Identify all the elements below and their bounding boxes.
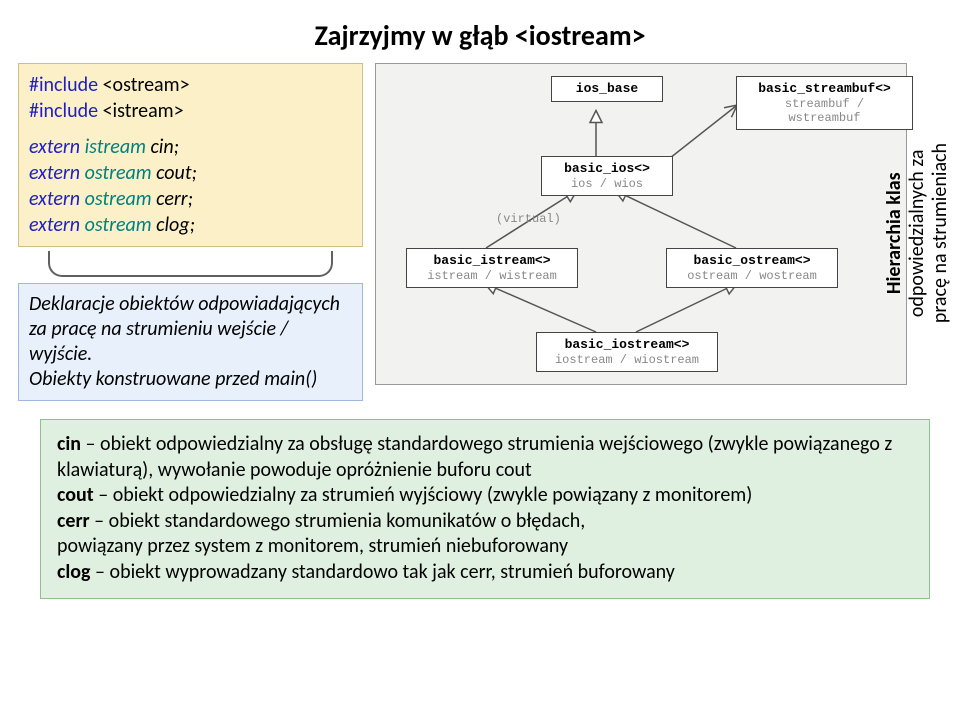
diagram-node-ios_base: ios_base [551,76,663,102]
diagram-node-ostream: basic_ostream<>ostream / wostream [666,248,838,288]
content-row: #include <ostream> #include <istream> ex… [0,63,960,401]
diagram-wrap: ios_base basic_streambuf<>streambuf / wst… [375,63,952,385]
desc-text: – obiekt odpowiedzialny za obsługę stand… [57,432,892,482]
extern-kw: extern [29,213,85,237]
virtual-label: (virtual) [496,212,561,226]
hierarchy-label-bold: Hierarchia klas [882,172,906,294]
desc-term: cout [57,483,94,507]
decl-line: Deklaracje obiektów odpowiadających [29,292,352,317]
diagram-node-streambuf: basic_streambuf<>streambuf / wstreambuf [736,76,913,130]
left-column: #include <ostream> #include <istream> ex… [18,63,363,401]
desc-term: cin [57,432,81,456]
var: cin; [150,135,179,159]
class-hierarchy-diagram: ios_basebasic_streambuf<>streambuf / wst… [375,63,907,385]
desc-text: – obiekt wyprowadzany standardowo tak ja… [91,560,675,584]
code-box: #include <ostream> #include <istream> ex… [18,63,363,247]
desc-text: – obiekt standardowego strumienia komuni… [90,509,586,533]
include-kw: #include [29,73,103,97]
extern-kw: extern [29,161,85,185]
include-hdr: <ostream> [103,73,190,97]
include-kw: #include [29,99,103,123]
desc-term: clog [57,560,91,584]
var: cerr; [156,187,193,211]
include-hdr: <istream> [103,99,184,123]
diagram-node-istream: basic_istream<>istream / wistream [406,248,578,288]
desc-text: powiązany przez system z monitorem, stru… [57,534,568,558]
declaration-note: Deklaracje obiektów odpowiadających za p… [18,283,363,401]
extern-kw: extern [29,135,85,159]
brace-connector [48,251,333,277]
type: ostream [85,213,157,237]
desc-term: cerr [57,509,90,533]
description-box: cin – obiekt odpowiedzialny za obsługę s… [40,419,930,599]
type: istream [85,135,151,159]
type: ostream [85,187,157,211]
hierarchy-label-line: odpowiedzialnych za [905,149,929,317]
hierarchy-label-line: pracę na strumieniach [928,143,952,323]
diagram-node-iostream: basic_iostream<>iostream / wiostream [536,332,718,372]
decl-line: Obiekty konstruowane przed main() [29,367,352,392]
page-title: Zajrzyjmy w głąb <iostream> [0,0,960,63]
var: clog; [156,213,195,237]
extern-kw: extern [29,187,85,211]
desc-text: – obiekt odpowiedzialny za strumień wyjś… [94,483,753,507]
decl-line: za pracę na strumieniu wejście / wyjście… [29,317,352,367]
type: ostream [85,161,157,185]
hierarchy-label: Hierarchia klas odpowiedzialnych za prac… [883,143,952,323]
diagram-node-basic_ios: basic_ios<>ios / wios [541,156,673,196]
var: cout; [156,161,197,185]
